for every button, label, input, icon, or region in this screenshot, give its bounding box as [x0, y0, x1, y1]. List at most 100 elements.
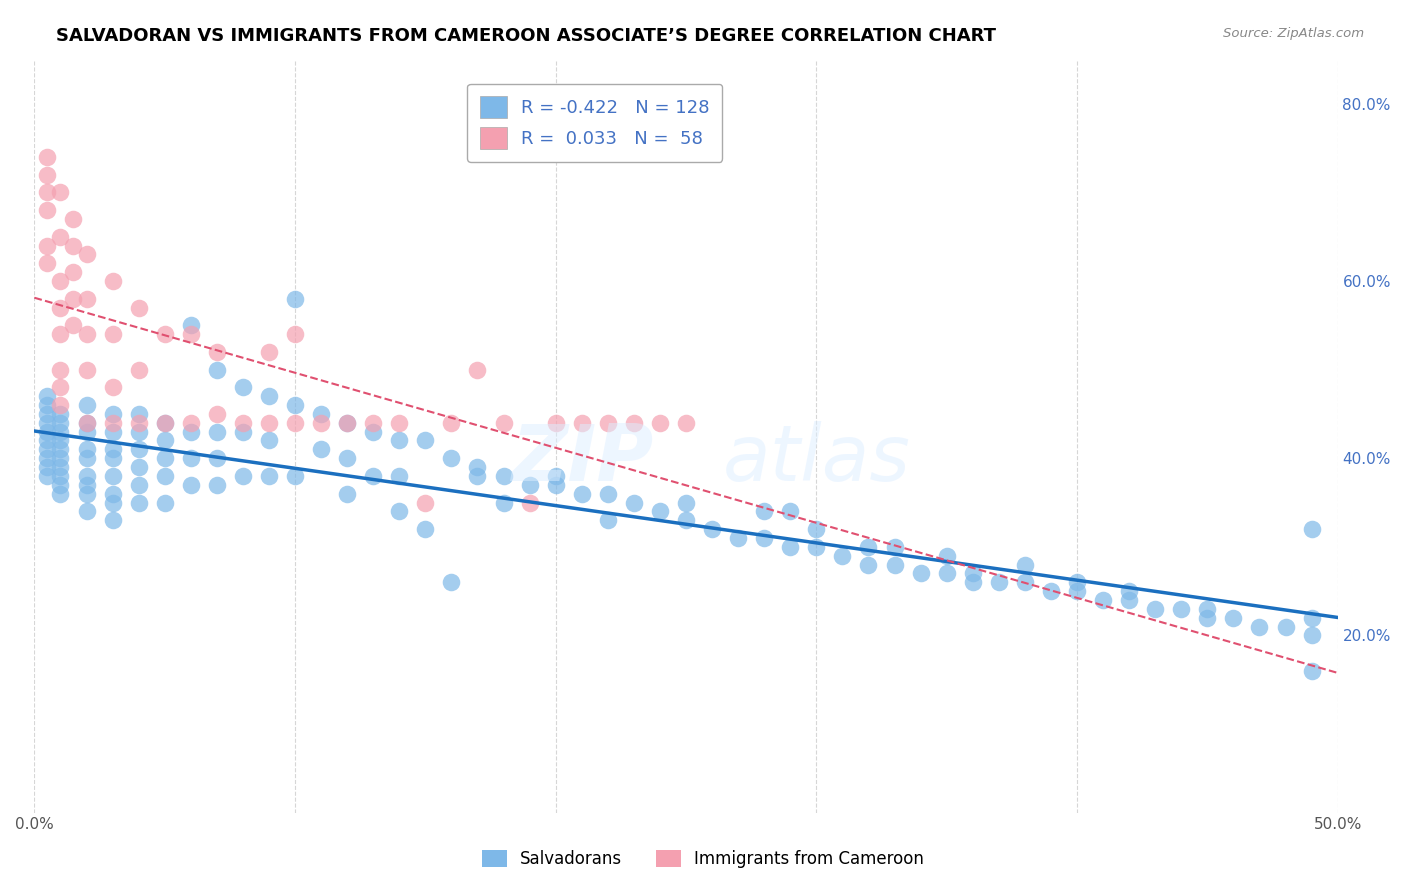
Point: [675, 416, 697, 430]
Point: [180, 451, 202, 466]
Point: [1144, 602, 1167, 616]
Point: [492, 495, 515, 509]
Point: [388, 469, 411, 483]
Point: [467, 460, 489, 475]
Point: [76, 416, 98, 430]
Point: [37, 460, 59, 475]
Point: [544, 469, 567, 483]
Point: [232, 380, 254, 394]
Point: [257, 389, 280, 403]
Point: [153, 416, 176, 430]
Point: [388, 504, 411, 518]
Point: [440, 451, 463, 466]
Point: [128, 407, 150, 421]
Point: [128, 416, 150, 430]
Point: [284, 469, 307, 483]
Point: [205, 362, 228, 376]
Point: [858, 558, 880, 572]
Point: [779, 504, 801, 518]
Point: [309, 442, 332, 457]
Point: [284, 416, 307, 430]
Point: [232, 416, 254, 430]
Point: [1222, 610, 1244, 624]
Point: [37, 442, 59, 457]
Point: [205, 407, 228, 421]
Point: [49, 274, 72, 288]
Point: [101, 442, 124, 457]
Point: [1066, 575, 1088, 590]
Point: [153, 451, 176, 466]
Point: [205, 345, 228, 359]
Point: [76, 425, 98, 439]
Point: [62, 265, 84, 279]
Point: [101, 469, 124, 483]
Point: [415, 495, 437, 509]
Point: [596, 416, 619, 430]
Point: [49, 301, 72, 315]
Point: [232, 469, 254, 483]
Point: [180, 416, 202, 430]
Point: [806, 540, 828, 554]
Point: [76, 247, 98, 261]
Point: [101, 495, 124, 509]
Point: [49, 425, 72, 439]
Point: [257, 416, 280, 430]
Point: [440, 575, 463, 590]
Point: [858, 540, 880, 554]
Point: [1197, 602, 1219, 616]
Point: [467, 362, 489, 376]
Point: [754, 531, 776, 545]
Point: [962, 566, 984, 581]
Point: [935, 549, 957, 563]
Point: [37, 469, 59, 483]
Point: [648, 416, 671, 430]
Point: [1092, 593, 1115, 607]
Point: [101, 513, 124, 527]
Point: [205, 451, 228, 466]
Point: [1014, 558, 1036, 572]
Point: [388, 434, 411, 448]
Point: [101, 425, 124, 439]
Point: [361, 416, 384, 430]
Point: [62, 318, 84, 333]
Point: [37, 389, 59, 403]
Point: [76, 486, 98, 500]
Point: [1066, 584, 1088, 599]
Point: [571, 416, 593, 430]
Point: [1274, 619, 1296, 633]
Point: [596, 513, 619, 527]
Point: [467, 469, 489, 483]
Point: [76, 469, 98, 483]
Point: [336, 486, 359, 500]
Point: [336, 416, 359, 430]
Point: [987, 575, 1010, 590]
Point: [492, 416, 515, 430]
Point: [205, 425, 228, 439]
Point: [37, 150, 59, 164]
Legend: Salvadorans, Immigrants from Cameroon: Salvadorans, Immigrants from Cameroon: [475, 843, 931, 875]
Point: [101, 327, 124, 342]
Point: [37, 434, 59, 448]
Point: [415, 522, 437, 536]
Point: [700, 522, 723, 536]
Point: [101, 407, 124, 421]
Point: [1301, 522, 1323, 536]
Point: [205, 477, 228, 491]
Point: [284, 327, 307, 342]
Point: [49, 442, 72, 457]
Point: [361, 425, 384, 439]
Point: [37, 416, 59, 430]
Point: [675, 513, 697, 527]
Point: [49, 362, 72, 376]
Point: [76, 398, 98, 412]
Point: [49, 460, 72, 475]
Point: [361, 469, 384, 483]
Point: [596, 486, 619, 500]
Point: [180, 477, 202, 491]
Point: [49, 229, 72, 244]
Point: [284, 292, 307, 306]
Text: ZIP: ZIP: [510, 421, 652, 497]
Point: [831, 549, 853, 563]
Point: [101, 274, 124, 288]
Legend: R = -0.422   N = 128, R =  0.033   N =  58: R = -0.422 N = 128, R = 0.033 N = 58: [467, 84, 723, 162]
